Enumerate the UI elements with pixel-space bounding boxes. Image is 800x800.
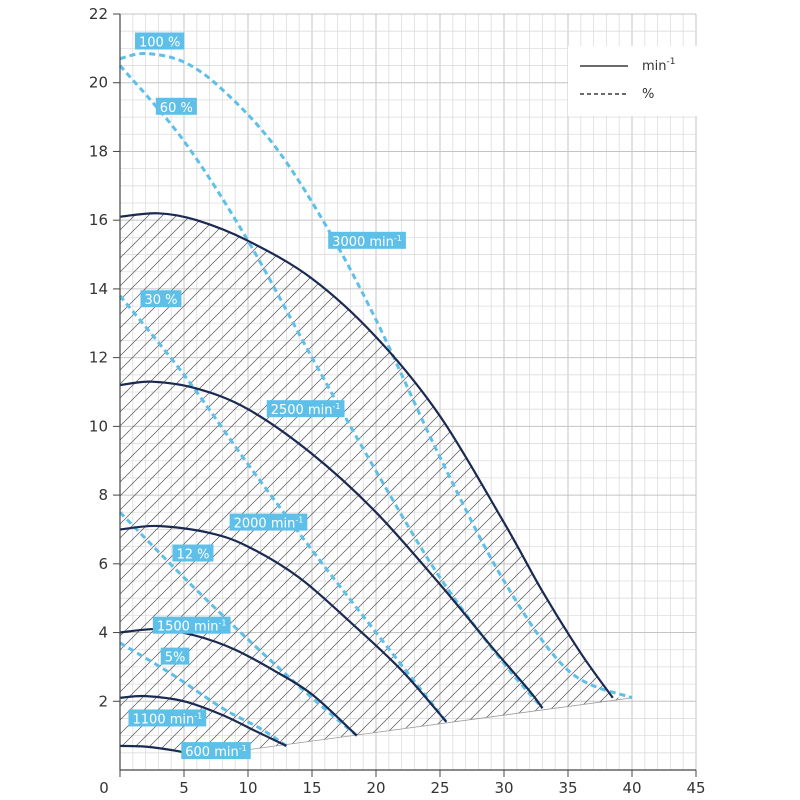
y-tick-label: 2 xyxy=(98,692,108,710)
curve-label-main: 1100 min xyxy=(133,712,195,727)
efficiency-curve xyxy=(119,641,288,748)
curve-label-box xyxy=(160,647,190,665)
efficiency-label: 12 % xyxy=(172,544,214,563)
efficiency-label: 60 % xyxy=(155,97,197,116)
y-tick-label: 8 xyxy=(98,486,108,504)
curve-label-sup: -1 xyxy=(332,402,340,411)
curve-label-text: 2500 min-1 xyxy=(271,402,341,418)
x-tick-label: 10 xyxy=(238,779,257,797)
axes: 0 5 10 15 20 25 30 35 40 45 2 4 6 8 10 12 14 16 18 20 22 xyxy=(89,5,706,797)
curve-label-sup: -1 xyxy=(394,234,402,243)
legend-solid-label: min-1 xyxy=(642,57,676,74)
legend-solid-sup: -1 xyxy=(667,57,676,67)
speed-label: 2000 min-1 xyxy=(229,513,308,532)
curve-label-text: 2000 min-1 xyxy=(234,516,304,532)
curve-label-box xyxy=(140,290,182,308)
curve-label-text: 5% xyxy=(165,651,186,666)
curve-label-box xyxy=(266,400,345,418)
y-tick-label: 14 xyxy=(89,280,108,298)
curve-label-main: 12 % xyxy=(176,548,209,563)
curve-label-box xyxy=(181,742,251,760)
y-tick-label: 4 xyxy=(98,624,108,642)
y-tick-label: 16 xyxy=(89,211,108,229)
curve-label-box xyxy=(152,616,231,634)
curve-label-box xyxy=(155,97,197,115)
operating-area xyxy=(120,213,633,757)
curve-label-sup: -1 xyxy=(295,516,303,525)
speed-label: 1100 min-1 xyxy=(128,709,207,727)
y-tick-label: 20 xyxy=(89,74,108,92)
y-tick-label: 12 xyxy=(89,349,108,367)
curve-label-text: 1500 min-1 xyxy=(157,619,227,635)
speed-curve xyxy=(119,380,544,709)
curve-label-main: 30 % xyxy=(144,293,177,308)
x-tick-label: 30 xyxy=(494,779,513,797)
curve-label-main: 1500 min xyxy=(157,620,219,635)
curve-label-text: 100 % xyxy=(139,35,180,50)
efficiency-curve xyxy=(119,51,633,700)
curve-label-sup: -1 xyxy=(194,711,202,720)
speed-label: 1500 min-1 xyxy=(152,616,231,635)
x-tick-label: 5 xyxy=(179,779,189,797)
efficiency-curve xyxy=(118,511,358,737)
curve-label-main: 5% xyxy=(165,651,186,666)
speed-curve xyxy=(119,694,287,747)
curve-label-box xyxy=(172,544,214,562)
curve-label-box xyxy=(229,513,308,531)
y-tick-label: 22 xyxy=(89,5,108,23)
curve-label-sup: -1 xyxy=(239,744,247,753)
x-tick-label: 15 xyxy=(302,779,321,797)
curve-label-main: 100 % xyxy=(139,35,180,50)
x-tick-label: 25 xyxy=(430,779,449,797)
curve-label-box xyxy=(328,231,406,249)
speed-label: 600 min-1 xyxy=(181,742,251,760)
efficiency-label: 5% xyxy=(160,647,190,666)
efficiency-label: 30 % xyxy=(140,290,182,308)
curve-label-text: 12 % xyxy=(176,548,209,563)
curve-label-main: 3000 min xyxy=(332,235,394,250)
curve-label-box xyxy=(128,709,207,727)
y-tick-label: 10 xyxy=(89,417,108,435)
curve-label-text: 30 % xyxy=(144,293,177,308)
y-tick-label: 6 xyxy=(98,555,108,573)
speed-label: 2500 min-1 xyxy=(266,400,345,418)
x-tick-label: 40 xyxy=(622,779,641,797)
y-tick-label: 18 xyxy=(89,142,108,160)
speed-label: 3000 min-1 xyxy=(328,231,406,250)
curve-label-box xyxy=(135,32,185,50)
x-tick-label: 45 xyxy=(686,779,705,797)
curve-label-main: 600 min xyxy=(185,745,238,760)
x-tick-label: 35 xyxy=(558,779,577,797)
legend-box xyxy=(568,46,700,116)
speed-curve xyxy=(119,212,614,699)
curve-label-text: 600 min-1 xyxy=(185,744,246,760)
curve-label-main: 2000 min xyxy=(234,517,296,532)
curve-label-text: 3000 min-1 xyxy=(332,234,402,250)
curve-label-text: 1100 min-1 xyxy=(133,711,203,727)
operating-area-bottom-edge xyxy=(199,697,633,757)
legend: min-1 % xyxy=(568,46,700,116)
curve-label-main: 2500 min xyxy=(271,403,333,418)
x-tick-label: 0 xyxy=(99,779,109,797)
speed-curves xyxy=(119,212,614,758)
efficiency-label: 100 % xyxy=(135,32,185,50)
x-tick-label: 20 xyxy=(366,779,385,797)
curve-label-main: 60 % xyxy=(160,101,193,116)
curve-label-text: 60 % xyxy=(160,101,193,116)
speed-curve xyxy=(119,524,448,723)
curve-label-sup: -1 xyxy=(219,619,227,628)
legend-dashed-label: % xyxy=(642,87,654,102)
operating-area-fill xyxy=(120,213,632,757)
efficiency-curve xyxy=(118,294,448,723)
